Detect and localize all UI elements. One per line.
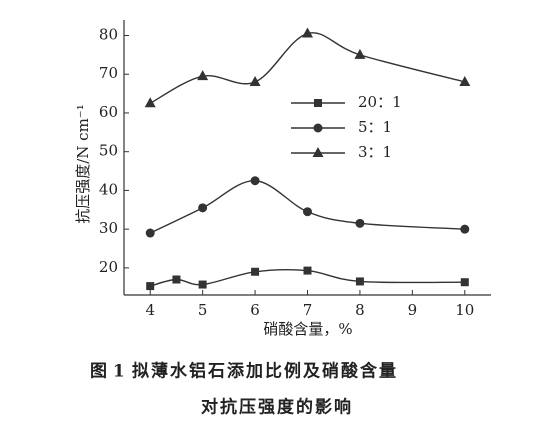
marker [354, 48, 366, 59]
marker [460, 224, 470, 234]
legend-label: 3：1 [358, 143, 392, 161]
marker [460, 278, 469, 287]
marker [250, 176, 260, 186]
marker [198, 280, 207, 289]
y-tick-label: 70 [99, 64, 118, 82]
x-axis-label: 硝酸含量，% [263, 320, 352, 338]
legend-label: 20：1 [358, 93, 402, 111]
marker [249, 75, 261, 86]
marker [355, 218, 365, 228]
y-tick-label: 80 [99, 25, 118, 43]
marker [144, 97, 156, 108]
caption-line: 拟薄水铝石添加比例及硝酸含量 [132, 361, 398, 382]
marker [172, 275, 181, 284]
marker [198, 203, 208, 213]
y-tick-label: 20 [99, 258, 118, 276]
legend-marker [314, 99, 322, 107]
y-tick-label: 60 [99, 103, 118, 121]
x-tick-label: 9 [408, 301, 418, 319]
legend-label: 5：1 [358, 118, 392, 136]
legend-marker [313, 123, 323, 133]
marker [302, 27, 313, 38]
series-line [149, 32, 465, 104]
marker [197, 70, 209, 81]
y-tick-label: 40 [99, 180, 118, 198]
x-tick-label: 4 [145, 301, 155, 319]
y-tick-label: 30 [99, 219, 118, 237]
x-tick-label: 5 [198, 301, 208, 319]
caption-line: 对抗压强度的影响 [201, 397, 353, 418]
series-line [149, 180, 465, 234]
marker [303, 266, 312, 275]
caption-label: 图 1 [90, 362, 125, 382]
marker [355, 277, 364, 286]
x-tick-label: 7 [303, 301, 313, 319]
marker [145, 228, 155, 238]
marker [459, 75, 471, 86]
marker [303, 207, 312, 217]
x-tick-label: 10 [455, 301, 474, 319]
y-tick-label: 50 [99, 142, 118, 160]
x-tick-label: 8 [355, 301, 365, 319]
x-tick-label: 6 [250, 301, 260, 319]
legend-marker [312, 147, 324, 157]
y-axis-label: 抗压强度/N cm⁻¹ [74, 104, 92, 224]
marker [146, 282, 155, 291]
marker [251, 267, 260, 276]
